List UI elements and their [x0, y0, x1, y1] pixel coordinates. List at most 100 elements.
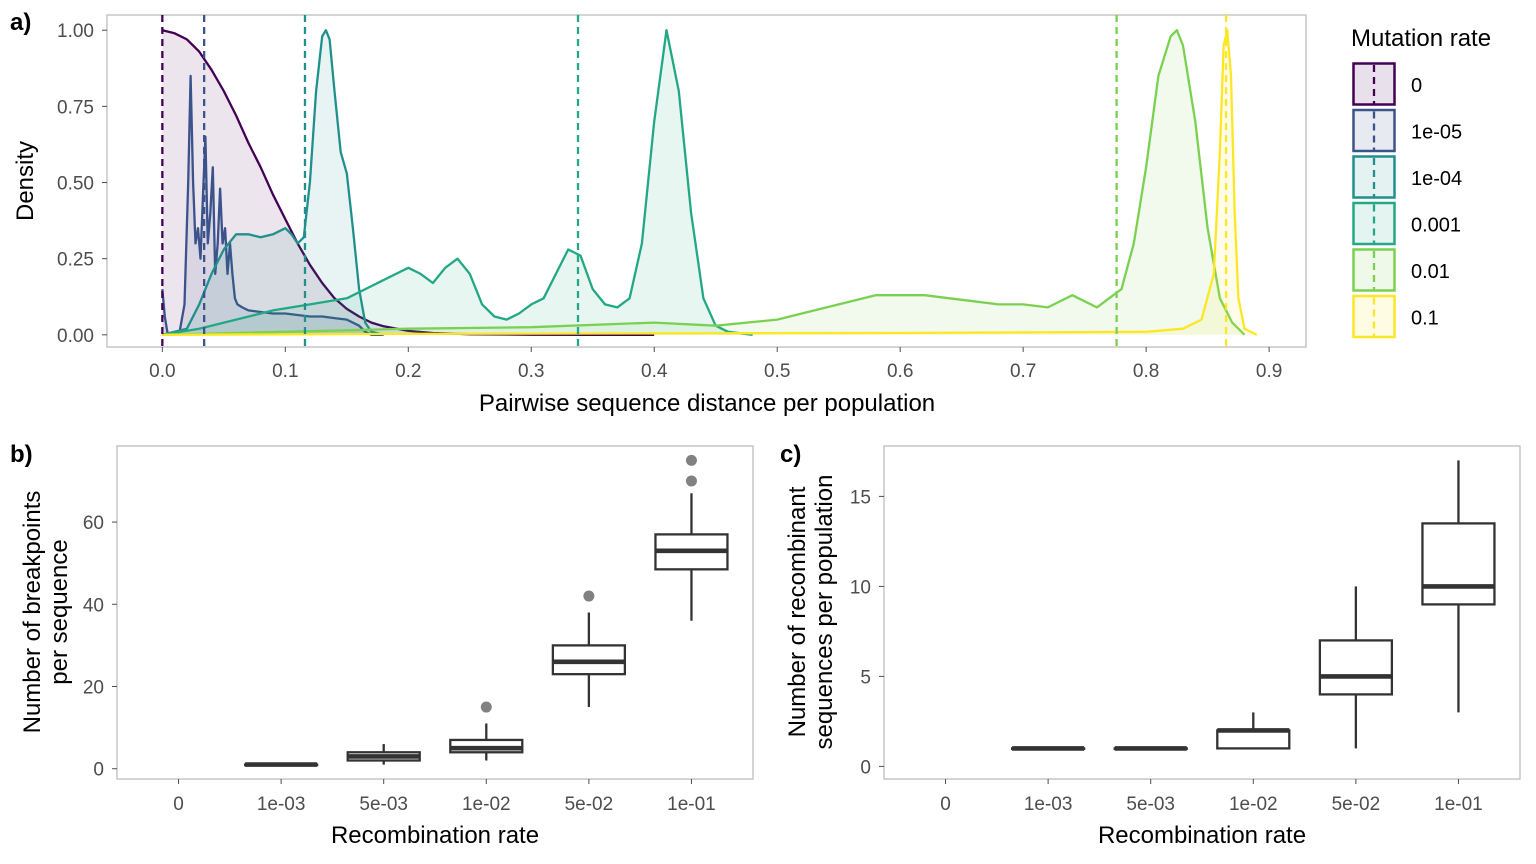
box-body	[1318, 639, 1394, 696]
density-area-3	[162, 30, 753, 335]
legend-label: 0.001	[1411, 215, 1461, 237]
density-area-2	[162, 30, 384, 335]
panel-b-frame	[116, 445, 754, 780]
x-tick-label: 1e-03	[257, 794, 306, 815]
x-tick-label: 0.3	[518, 361, 544, 382]
legend-title: Mutation rate	[1351, 25, 1491, 52]
y-tick-label: 60	[83, 513, 104, 534]
x-tick-label: 0.7	[1010, 361, 1036, 382]
y-tick-label: 0.00	[57, 326, 94, 347]
panel-b-x-axis-title: Recombination rate	[331, 822, 539, 849]
density-line-2	[162, 29, 384, 336]
panel-c-frame	[883, 445, 1521, 780]
panel-a-label: a)	[10, 9, 31, 36]
legend-item: 0	[1352, 62, 1422, 106]
legend-item: 1e-04	[1352, 155, 1462, 199]
legend-item: 0.1	[1352, 294, 1439, 339]
panel-a-x-ticks: 0.0 0.1 0.2 0.3 0.4 0.5 0.6 0.7 0.8 0.9	[149, 347, 1282, 382]
x-tick-label: 1e-03	[1024, 794, 1073, 815]
box-1e-03	[1010, 746, 1086, 751]
panel-b-x-ticks: 0 1e-03 5e-03 1e-02 5e-02 1e-01	[173, 779, 716, 815]
y-tick-label: 0	[93, 760, 104, 781]
panel-a-y-ticks: 0.00 0.25 0.50 0.75 1.00	[57, 21, 107, 347]
panel-a-density-areas	[161, 29, 1258, 336]
y-tick-label: 15	[850, 487, 871, 508]
legend-label: 0.01	[1411, 261, 1450, 283]
legend: Mutation rate 0 1e-05 1e-04 0.001 0.01 0.1	[1351, 25, 1491, 339]
y-tick-label: 0.75	[57, 97, 94, 118]
box-body	[1421, 522, 1496, 606]
box-5e-02	[1318, 586, 1394, 749]
box-1e-01	[1421, 460, 1496, 713]
panel-c-x-ticks: 0 1e-03 5e-03 1e-02 5e-02 1e-01	[940, 779, 1483, 815]
y-tick-label: 0.50	[57, 174, 94, 195]
legend-label: 0	[1411, 75, 1422, 97]
panel-c-label: c)	[780, 441, 801, 468]
y-tick-label: 5	[860, 667, 871, 688]
x-tick-label: 0.1	[272, 361, 298, 382]
y-tick-label: 20	[83, 678, 104, 699]
panel-a-x-axis-title: Pairwise sequence distance per populatio…	[479, 390, 935, 417]
x-tick-label: 1e-02	[462, 794, 511, 815]
panel-c-boxes	[1010, 460, 1496, 751]
x-tick-label: 0.0	[149, 361, 175, 382]
density-line-5	[162, 29, 1258, 336]
legend-label: 0.1	[1411, 308, 1439, 330]
panel-c-y-axis-title-line2: sequences per population	[811, 475, 838, 750]
legend-label: 1e-05	[1411, 122, 1462, 144]
y-tick-label: 0	[860, 757, 871, 778]
panel-c-y-ticks: 0 5 10 15	[850, 487, 884, 778]
legend-item: 1e-05	[1352, 108, 1462, 153]
x-tick-label: 5e-03	[359, 794, 408, 815]
y-tick-label: 1.00	[57, 21, 94, 42]
panel-a-mean-lines	[161, 15, 1228, 347]
density-area-0	[162, 30, 655, 335]
x-tick-label: 1e-02	[1229, 794, 1278, 815]
x-tick-label: 1e-01	[1434, 794, 1483, 815]
x-tick-label: 0.5	[764, 361, 790, 382]
y-tick-label: 40	[83, 595, 104, 616]
legend-item: 0.01	[1352, 248, 1450, 292]
box-5e-03	[346, 744, 421, 765]
x-tick-label: 5e-03	[1126, 794, 1175, 815]
panel-c-x-axis-title: Recombination rate	[1098, 822, 1306, 849]
y-tick-label: 10	[850, 577, 871, 598]
panel-a-y-axis-title: Density	[12, 141, 39, 221]
outlier-point	[685, 475, 697, 487]
box-1e-02	[449, 701, 524, 761]
density-area-4	[162, 30, 1245, 335]
panel-b-y-axis-title-line2: per sequence	[46, 539, 73, 684]
box-5e-02	[551, 590, 627, 708]
panel-b-boxplot: b) 0 1e-03 5e-03 1e-02 5e-02 1e-01 0 20 40 60 Re…	[10, 441, 754, 849]
legend-label: 1e-04	[1411, 168, 1462, 190]
x-tick-label: 0.8	[1133, 361, 1159, 382]
x-tick-label: 0.4	[641, 361, 668, 382]
panel-c-y-axis-title-line1: Number of recombinant	[784, 486, 811, 737]
density-line-1	[161, 74, 384, 336]
box-1e-01	[654, 454, 729, 621]
outlier-point	[583, 590, 595, 602]
x-tick-label: 5e-02	[1332, 794, 1381, 815]
box-1e-02	[1216, 712, 1291, 750]
panel-a-frame	[106, 14, 1307, 348]
x-tick-label: 0	[173, 794, 184, 815]
density-line-4	[162, 29, 1246, 336]
panel-a-density-chart: a) 0.0 0.1 0.2 0.3 0.4 0.5 0.6 0.7 0.8 0.9 0.000.…	[10, 9, 1307, 417]
panel-b-boxes	[243, 454, 729, 767]
x-tick-label: 5e-02	[565, 794, 614, 815]
box-1e-03	[243, 762, 319, 767]
panel-c-boxplot: c) 0 1e-03 5e-03 1e-02 5e-02 1e-01 0 5 10 15 Rec…	[780, 441, 1521, 849]
box-5e-03	[1113, 746, 1188, 751]
outlier-point	[685, 454, 697, 466]
panel-b-label: b)	[10, 441, 33, 468]
outlier-point	[480, 701, 492, 713]
density-line-3	[162, 29, 753, 336]
box-body	[1216, 729, 1291, 750]
legend-item: 0.001	[1352, 201, 1461, 246]
x-tick-label: 0	[940, 794, 951, 815]
x-tick-label: 0.9	[1256, 361, 1282, 382]
x-tick-label: 1e-01	[667, 794, 716, 815]
density-area-1	[162, 75, 384, 335]
y-tick-label: 0.25	[57, 250, 94, 271]
